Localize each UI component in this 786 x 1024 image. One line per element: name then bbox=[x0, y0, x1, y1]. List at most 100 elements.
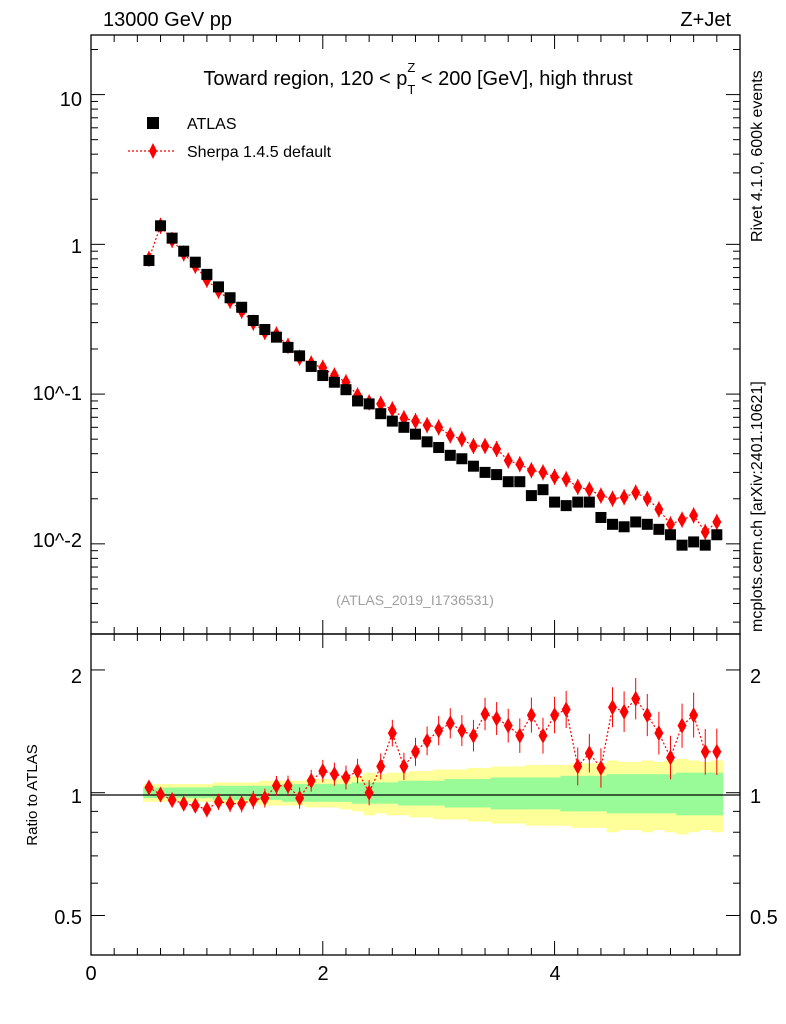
sherpa-ratio-point bbox=[213, 793, 223, 810]
ratio-inner-band-bin bbox=[641, 774, 654, 814]
ratio-inner-band-bin bbox=[316, 784, 330, 802]
atlas-data-point bbox=[607, 518, 619, 530]
atlas-data-point bbox=[664, 529, 676, 541]
ratio-inner-band-bin bbox=[629, 774, 642, 814]
atlas-data-point bbox=[479, 466, 491, 478]
ratio-inner-band-bin bbox=[189, 787, 202, 799]
ratio-inner-band-bin bbox=[386, 782, 399, 804]
sherpa-ratio-point bbox=[550, 707, 560, 724]
sherpa-main-point bbox=[584, 481, 594, 498]
ratio-inner-band-bin bbox=[595, 775, 608, 812]
ratio-inner-band-bin bbox=[444, 779, 457, 808]
sherpa-main-point bbox=[376, 395, 386, 412]
ratio-y-tick-label-2-right: 2 bbox=[750, 666, 761, 688]
atlas-data-point bbox=[236, 301, 248, 313]
sherpa-main-point bbox=[434, 419, 444, 436]
sherpa-main-point bbox=[526, 462, 536, 479]
rivet-version-label: Rivet 4.1.0, 600k events bbox=[749, 70, 766, 242]
axis-ticks bbox=[90, 35, 741, 956]
sherpa-ratio-point bbox=[283, 777, 293, 794]
sherpa-main-point bbox=[700, 523, 710, 540]
ratio-inner-band-bin bbox=[711, 772, 724, 816]
ratio-inner-band-bin bbox=[328, 784, 341, 802]
sherpa-main-point bbox=[468, 438, 478, 455]
sherpa-main-point bbox=[411, 413, 420, 430]
sherpa-ratio-point bbox=[399, 758, 409, 775]
y-tick-label-0.1: 10^-1 bbox=[33, 383, 82, 405]
ratio-inner-band-bin bbox=[340, 784, 353, 802]
sherpa-main-point bbox=[642, 490, 652, 507]
legend-atlas-marker bbox=[147, 117, 159, 129]
sherpa-ratio-point bbox=[329, 766, 339, 783]
atlas-data-point bbox=[456, 453, 468, 465]
sherpa-ratio-point bbox=[353, 763, 363, 780]
atlas-data-point bbox=[433, 441, 445, 453]
sherpa-main-point bbox=[457, 431, 467, 448]
ratio-y-tick-label-1: 1 bbox=[71, 786, 82, 808]
atlas-data-point bbox=[410, 428, 421, 440]
chart-title: Toward region, 120 < pZ T < 200 [GeV], hi… bbox=[203, 60, 633, 97]
ratio-inner-band-bin bbox=[479, 779, 492, 808]
sherpa-main-point bbox=[445, 427, 455, 444]
legend: ATLAS Sherpa 1.4.5 default bbox=[128, 116, 332, 161]
ratio-inner-band-bin bbox=[687, 772, 700, 816]
ratio-inner-band-bin bbox=[177, 787, 191, 799]
sherpa-main-point bbox=[677, 511, 687, 528]
atlas-data-point bbox=[398, 421, 410, 433]
sherpa-ratio-point bbox=[434, 722, 444, 739]
sherpa-main-point bbox=[654, 501, 664, 518]
ratio-inner-band-bin bbox=[212, 785, 225, 800]
sherpa-ratio-point bbox=[260, 790, 270, 807]
x-tick-label-2: 2 bbox=[317, 963, 328, 985]
x-tick-labels: 0 2 4 bbox=[85, 963, 560, 985]
sherpa-series-ratio bbox=[144, 678, 722, 818]
ratio-inner-band-bin bbox=[606, 774, 619, 814]
atlas-data-point bbox=[676, 539, 688, 551]
atlas-data-point bbox=[166, 232, 178, 244]
ratio-inner-band-bin bbox=[409, 780, 422, 806]
atlas-data-point bbox=[653, 523, 665, 535]
sherpa-main-point bbox=[387, 401, 397, 418]
atlas-data-point bbox=[294, 350, 306, 362]
ratio-inner-band-bin bbox=[676, 772, 689, 816]
sherpa-main-point bbox=[573, 478, 583, 495]
sherpa-main-point bbox=[619, 489, 629, 506]
ratio-inner-band-bin bbox=[699, 772, 712, 816]
ratio-inner-band-bin bbox=[467, 779, 480, 808]
atlas-data-point bbox=[630, 516, 642, 528]
sherpa-ratio-point bbox=[376, 758, 386, 775]
atlas-data-point bbox=[502, 476, 514, 488]
title-suffix: < 200 [GeV], high thrust bbox=[415, 68, 633, 90]
ratio-inner-band-bin bbox=[571, 775, 585, 812]
sherpa-ratio-point bbox=[619, 703, 629, 720]
atlas-data-point bbox=[537, 484, 549, 496]
analysis-id-label: (ATLAS_2019_I1736531) bbox=[336, 592, 494, 608]
ratio-y-tick-label-2: 2 bbox=[71, 666, 82, 688]
sherpa-ratio-point bbox=[584, 745, 594, 762]
title-superscript: Z bbox=[407, 60, 415, 75]
ratio-y-tick-label-0.5-right: 0.5 bbox=[750, 907, 778, 929]
atlas-data-point bbox=[699, 539, 711, 551]
atlas-data-point bbox=[155, 220, 167, 232]
atlas-data-point bbox=[525, 490, 537, 502]
y-tick-label-10: 10 bbox=[60, 89, 82, 111]
ratio-inner-band-bin bbox=[490, 777, 503, 810]
sherpa-ratio-point bbox=[677, 717, 687, 734]
sherpa-main-point bbox=[550, 468, 560, 485]
atlas-data-point bbox=[270, 331, 282, 343]
atlas-data-point bbox=[444, 449, 456, 461]
x-tick-label-4: 4 bbox=[549, 963, 560, 985]
sherpa-main-point bbox=[561, 471, 571, 488]
atlas-data-point bbox=[363, 398, 375, 410]
sherpa-ratio-point bbox=[225, 795, 235, 812]
sherpa-ratio-point bbox=[144, 779, 154, 796]
atlas-data-point bbox=[641, 518, 653, 530]
ratio-inner-band-bin bbox=[235, 785, 248, 800]
sherpa-ratio-point bbox=[190, 797, 200, 814]
atlas-data-point bbox=[549, 496, 561, 508]
atlas-data-point bbox=[688, 536, 700, 548]
ratio-inner-band-bin bbox=[653, 774, 666, 814]
legend-sherpa-label: Sherpa 1.4.5 default bbox=[187, 144, 332, 161]
sherpa-main-point bbox=[608, 490, 618, 507]
